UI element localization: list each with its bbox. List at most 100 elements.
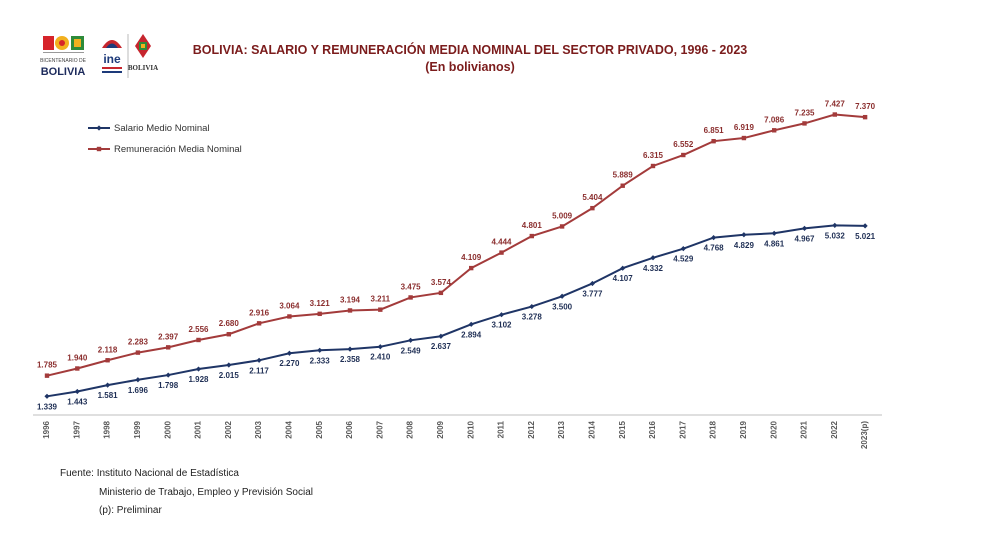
x-tick-label: 2011: [497, 420, 506, 438]
x-tick-label: 2019: [739, 420, 748, 438]
x-tick-label: 1996: [42, 420, 51, 438]
x-tick-label: 2017: [678, 420, 687, 438]
x-tick-label: 2012: [527, 420, 536, 438]
data-label: 2.358: [340, 355, 361, 364]
data-label: 3.777: [582, 289, 603, 298]
data-point: [378, 307, 383, 312]
data-point: [196, 337, 201, 343]
data-label: 3.211: [371, 295, 391, 304]
data-label: 3.278: [522, 313, 543, 322]
x-tick-label: 2015: [618, 420, 627, 438]
data-label: 3.194: [340, 295, 361, 304]
chart-subtitle: (En bolivianos): [425, 60, 515, 74]
data-point: [287, 314, 292, 319]
data-label: 7.086: [764, 115, 785, 124]
data-point: [226, 362, 232, 368]
data-point: [256, 357, 262, 363]
data-point: [559, 293, 565, 299]
data-point: [741, 135, 747, 141]
data-label: 3.500: [552, 302, 573, 311]
preliminary-note: (p): Preliminar: [99, 505, 162, 516]
x-tick-label: 2000: [163, 420, 172, 438]
data-label: 2.549: [401, 346, 422, 355]
data-point: [165, 372, 171, 378]
data-point: [286, 350, 292, 356]
data-label: 4.801: [522, 221, 543, 230]
data-point: [105, 358, 110, 363]
data-label: 6.552: [673, 140, 694, 149]
data-label: 4.109: [461, 253, 482, 262]
data-label: 6.851: [704, 126, 725, 135]
x-tick-label: 2022: [830, 420, 839, 438]
data-point: [226, 332, 231, 337]
data-label: 2.556: [188, 325, 209, 334]
series-line-0: [46, 224, 866, 398]
chart-title: BOLIVIA: SALARIO Y REMUNERACIÓN MEDIA NO…: [192, 43, 748, 57]
legend-label: Salario Medio Nominal: [114, 123, 210, 134]
data-label: 2.283: [128, 338, 149, 347]
data-point: [317, 347, 323, 353]
data-point: [347, 308, 353, 313]
data-label: 6.315: [643, 151, 664, 160]
data-label: 2.916: [249, 308, 270, 317]
data-label: 5.404: [582, 193, 603, 202]
data-label: 3.121: [310, 299, 331, 308]
data-label: 5.889: [613, 171, 634, 180]
legend-marker: [96, 125, 102, 131]
x-tick-label: 1998: [103, 420, 112, 438]
data-label: 3.475: [401, 282, 422, 291]
ine-logo: ine: [102, 40, 122, 73]
data-point: [256, 321, 262, 326]
data-label: 4.829: [734, 241, 755, 250]
data-point: [559, 224, 565, 229]
data-point: [317, 311, 322, 317]
data-label: 1.696: [128, 386, 149, 395]
legend-label: Remuneración Media Nominal: [114, 144, 242, 155]
series-line-1: [46, 113, 866, 377]
data-point: [711, 138, 716, 144]
x-tick-label: 1999: [133, 420, 142, 438]
data-label: 5.032: [825, 231, 846, 240]
data-label: 2.894: [461, 330, 482, 339]
data-point: [529, 233, 534, 239]
data-label: 4.107: [613, 274, 634, 283]
x-tick-label: 2007: [375, 420, 384, 438]
data-point: [801, 225, 808, 231]
data-label: 4.444: [491, 238, 512, 247]
data-point: [498, 312, 505, 318]
data-label: 1.798: [158, 381, 179, 390]
data-label: 1.928: [188, 375, 209, 384]
data-point: [862, 114, 868, 120]
data-point: [529, 303, 535, 310]
data-point: [802, 121, 807, 126]
data-label: 2.333: [310, 356, 331, 365]
data-point: [832, 222, 838, 228]
data-label: 2.397: [158, 332, 179, 341]
bicentenario-logo: BICENTENARIO DE BOLIVIA: [40, 36, 87, 78]
data-label: 4.332: [643, 264, 664, 273]
data-point: [650, 163, 656, 169]
data-label: 2.015: [219, 371, 240, 380]
x-tick-label: 2014: [588, 420, 597, 438]
ine-wordmark: ine: [103, 52, 121, 66]
x-tick-label: 2010: [466, 420, 475, 438]
bicentenario-line2: BOLIVIA: [41, 66, 86, 78]
data-label: 3.102: [491, 321, 512, 330]
data-label: 4.768: [704, 244, 725, 253]
data-label: 1.785: [37, 361, 58, 370]
data-point: [135, 377, 141, 383]
header-logos: BICENTENARIO DE BOLIVIA ine BOLIVIA: [40, 30, 165, 82]
data-label: 1.443: [67, 397, 88, 406]
data-point: [681, 152, 686, 158]
data-point: [711, 234, 717, 241]
data-point: [590, 205, 595, 211]
x-tick-label: 2006: [345, 420, 354, 438]
seal-wordmark: BOLIVIA: [128, 64, 158, 72]
data-point: [408, 295, 413, 300]
logo-group: BICENTENARIO DE BOLIVIA ine BOLIVIA: [40, 34, 158, 78]
data-point: [771, 230, 777, 236]
x-tick-label: 2001: [194, 420, 203, 438]
data-point: [469, 265, 474, 271]
data-point: [44, 373, 50, 378]
